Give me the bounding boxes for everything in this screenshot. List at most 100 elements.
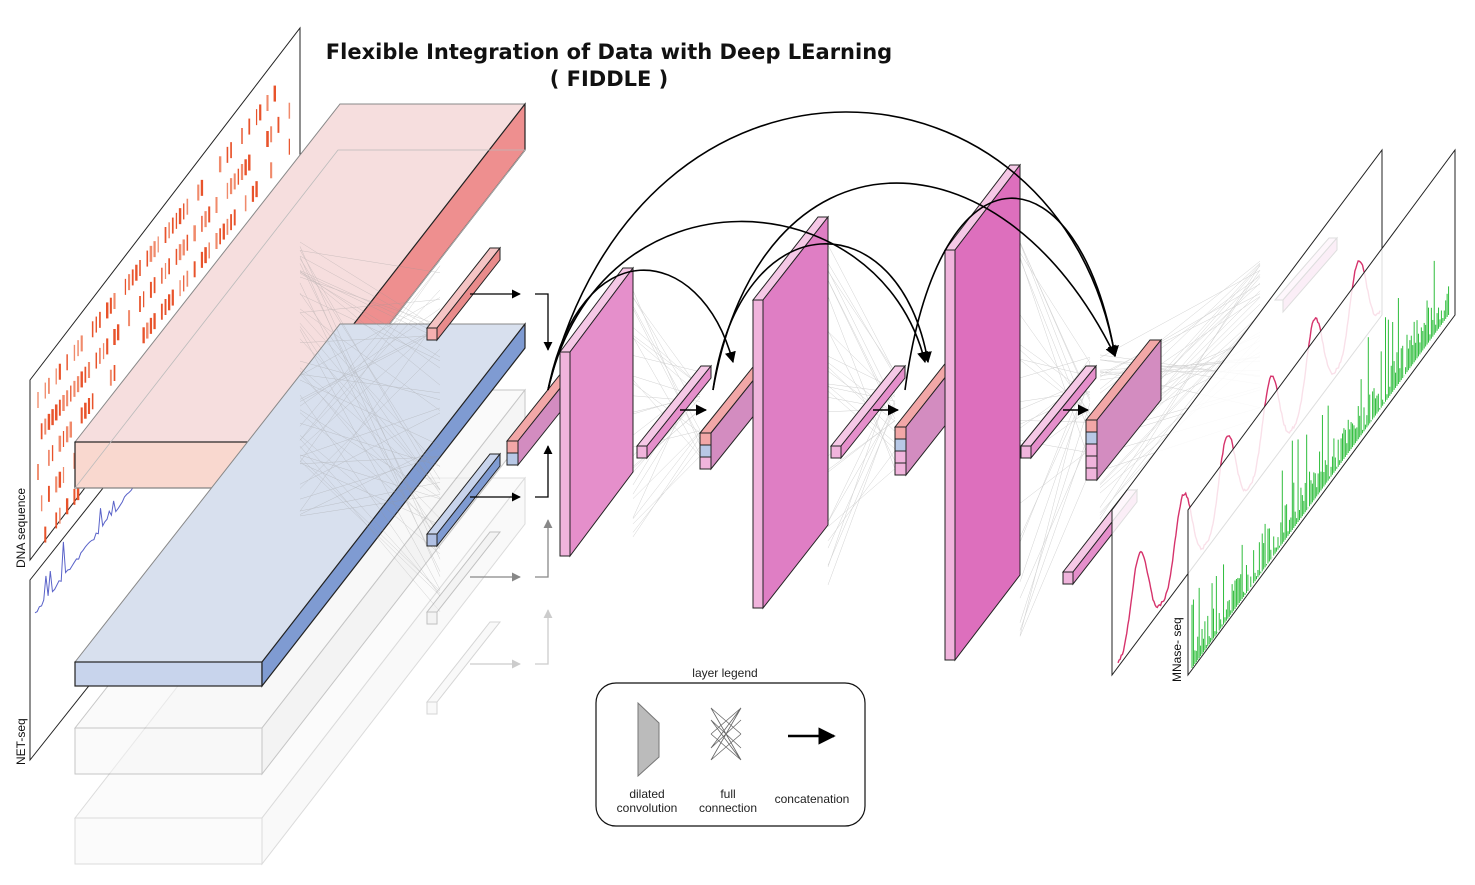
fc-edge xyxy=(299,460,441,596)
fc-edge xyxy=(632,383,701,433)
fc-edge xyxy=(632,297,701,391)
net-conv-block xyxy=(73,322,527,688)
fc-edge xyxy=(827,408,896,566)
dilated-conv-layer-1 xyxy=(559,266,634,558)
fc-edge xyxy=(632,355,701,372)
fc-edge xyxy=(1099,283,1261,378)
fc-edge xyxy=(827,330,896,461)
fc-edge xyxy=(299,289,441,441)
feature-bar-3 xyxy=(829,364,907,460)
fc-edge xyxy=(299,494,441,517)
fc-edge xyxy=(632,446,701,533)
fc-edge xyxy=(1019,402,1091,623)
fc-edge xyxy=(299,265,441,441)
fc-edge xyxy=(632,431,701,499)
fc-edge xyxy=(827,362,896,415)
fc-edge xyxy=(299,263,441,550)
legend-title: layer legend xyxy=(692,666,758,680)
title-line-2: ( FIDDLE ) xyxy=(549,67,669,91)
fc-edge xyxy=(299,316,441,512)
mnase-seq-track xyxy=(1191,260,1450,668)
ghost-feature-bar-1 xyxy=(425,531,502,625)
fc-edge xyxy=(827,366,896,432)
legend-box xyxy=(595,682,866,827)
concat-arrows-input xyxy=(470,289,553,669)
fc-edge xyxy=(1099,315,1261,484)
fc-edge xyxy=(299,482,441,512)
fc-edge xyxy=(299,370,441,540)
skip-connection-arrows xyxy=(547,111,1119,416)
fc-edge xyxy=(632,437,701,538)
fc-edge xyxy=(299,308,441,407)
fc-edge xyxy=(299,335,441,343)
fc-edge xyxy=(299,446,441,515)
fc-edge xyxy=(1019,242,1091,399)
layer-legend xyxy=(595,682,866,827)
fc-edge xyxy=(299,455,441,500)
fc-edge xyxy=(299,294,441,362)
fc-edge xyxy=(299,260,441,427)
fc-edge xyxy=(299,270,441,335)
fc-edge xyxy=(1099,270,1261,359)
fc-edge xyxy=(299,379,441,446)
fc-edge xyxy=(827,406,896,523)
fc-edge xyxy=(299,328,441,402)
fc-edge xyxy=(299,241,441,330)
fc-edge xyxy=(299,360,441,400)
fc-edge xyxy=(827,296,896,469)
fc-edge xyxy=(299,348,441,489)
dna-sequence-label: DNA sequence xyxy=(14,487,28,568)
fc-edge xyxy=(632,336,701,455)
fc-edge xyxy=(1019,357,1091,379)
fc-edge xyxy=(1099,264,1261,520)
fc-edge xyxy=(299,445,441,612)
fc-edge xyxy=(827,397,896,411)
fc-edge xyxy=(299,246,441,560)
dilated-conv-layer-2 xyxy=(751,215,830,610)
ghost-feature-bar-2 xyxy=(425,621,502,715)
fc-edge xyxy=(299,409,441,498)
fc-edge xyxy=(1099,312,1261,516)
fc-edge xyxy=(299,329,441,590)
legend-dilated-label: dilated convolution xyxy=(616,787,678,815)
feature-bar-4 xyxy=(1019,364,1098,460)
fc-edge xyxy=(299,250,441,274)
fc-edge xyxy=(299,338,441,490)
fc-edge xyxy=(299,407,441,457)
fc-edge xyxy=(299,299,441,313)
dna-feature-bar xyxy=(425,246,502,342)
fc-edge xyxy=(299,412,441,530)
fc-edge xyxy=(299,326,441,400)
fc-edge xyxy=(632,327,701,387)
fc-edge xyxy=(1019,470,1091,637)
fc-edge xyxy=(827,403,896,585)
fc-edge xyxy=(1099,317,1261,486)
fc-edge xyxy=(827,370,896,422)
fc-edge xyxy=(827,468,896,527)
fc-edge xyxy=(632,455,701,525)
fc-edge xyxy=(299,326,441,537)
fc-edge xyxy=(827,262,896,376)
fc-edge xyxy=(299,454,441,500)
fc-edge xyxy=(1019,449,1091,504)
fc-edge xyxy=(632,432,701,519)
fc-edge xyxy=(299,457,441,592)
dilated-conv-layer-3 xyxy=(943,163,1022,662)
fc-edge xyxy=(827,420,896,470)
fc-edge xyxy=(632,308,701,440)
fc-edge xyxy=(299,462,441,526)
fc-edge xyxy=(299,435,441,555)
fc-edge xyxy=(299,374,441,519)
fc-edge xyxy=(299,271,441,386)
fc-edge xyxy=(1099,269,1261,508)
fc-edge xyxy=(1019,438,1091,599)
legend-full-label: full connection xyxy=(698,787,758,815)
fc-edge xyxy=(299,271,441,340)
fc-edge xyxy=(827,271,896,373)
fc-edge xyxy=(299,282,441,572)
fc-edge xyxy=(1019,358,1091,377)
legend-concat-label: concatenation xyxy=(774,792,850,806)
net-seq-label: NET-seq xyxy=(14,718,28,765)
mnase-seq-label: MNase- seq xyxy=(1170,617,1184,682)
fc-edge xyxy=(632,335,701,386)
